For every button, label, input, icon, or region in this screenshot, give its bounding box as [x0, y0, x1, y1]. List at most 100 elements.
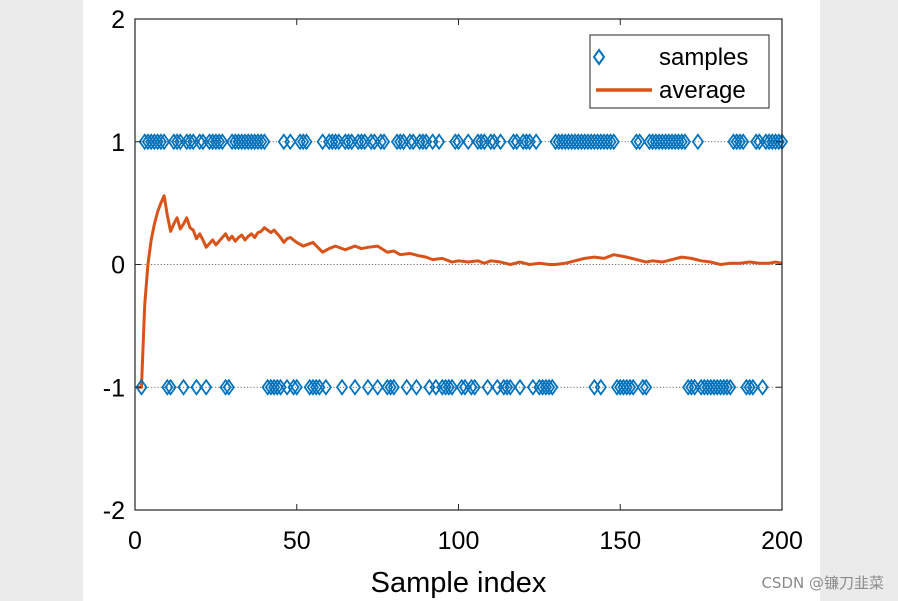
sample-marker: [627, 378, 640, 396]
sample-marker: [507, 133, 520, 151]
y-tick-label: 2: [111, 6, 125, 34]
sample-marker: [500, 378, 514, 396]
sample-marker: [183, 133, 197, 151]
sample-marker: [365, 133, 378, 151]
chart: -2 -1 0 1 2 0 50 100 150 200 Sample index sample…: [103, 6, 803, 599]
figure-panel: -2 -1 0 1 2 0 50 100 150 200 Sample index sample…: [83, 0, 820, 601]
sample-marker: [546, 378, 559, 396]
sample-marker: [484, 133, 497, 151]
sample-marker: [675, 133, 688, 151]
x-tick-labels: 0 50 100 150 200: [128, 527, 803, 555]
x-tick-label: 0: [128, 527, 142, 555]
sample-marker: [170, 133, 184, 151]
y-tick-label: 1: [111, 129, 125, 157]
sample-marker: [724, 378, 737, 396]
sample-marker: [636, 378, 650, 396]
sample-marker: [756, 378, 769, 396]
sample-marker: [594, 378, 607, 396]
sample-marker: [164, 378, 177, 396]
sample-marker: [445, 378, 459, 396]
sample-marker: [513, 378, 527, 396]
sample-marker: [387, 378, 400, 396]
legend: samples average: [589, 34, 770, 109]
sample-marker: [200, 378, 213, 396]
sample-marker: [746, 378, 759, 396]
sample-marker: [442, 378, 455, 396]
sample-marker: [432, 133, 446, 151]
sample-marker: [222, 378, 235, 396]
sample-marker: [678, 133, 692, 151]
sample-marker: [475, 133, 488, 151]
sample-marker: [607, 133, 620, 151]
sample-marker: [400, 378, 413, 396]
sample-marker: [633, 133, 646, 151]
sample-marker: [750, 133, 763, 151]
sample-marker: [720, 378, 734, 396]
sample-marker: [520, 133, 533, 151]
sample-marker: [743, 378, 756, 396]
sample-marker: [135, 378, 148, 396]
sample-marker: [329, 133, 342, 151]
sample-marker: [216, 133, 229, 151]
y-tick-label: -1: [103, 374, 125, 402]
x-tick-label: 50: [283, 527, 311, 555]
sample-marker: [384, 378, 397, 396]
sample-marker: [494, 133, 507, 151]
legend-samples-diamond-icon: [592, 48, 606, 66]
x-tick-label: 150: [599, 527, 641, 555]
sample-marker: [685, 378, 698, 396]
sample-marker: [377, 133, 391, 151]
sample-marker: [449, 133, 462, 151]
sample-marker: [504, 378, 517, 396]
sample-marker: [158, 133, 171, 151]
reference-lines: [135, 141, 782, 388]
sample-marker: [310, 378, 323, 396]
sample-marker: [530, 133, 543, 151]
sample-marker: [410, 378, 423, 396]
sample-marker: [361, 378, 375, 396]
y-tick-labels: -2 -1 0 1 2: [103, 6, 125, 525]
sample-marker: [290, 378, 303, 396]
sample-marker: [604, 133, 617, 151]
sample-marker: [271, 378, 284, 396]
sample-marker: [219, 378, 232, 396]
sample-marker: [190, 378, 203, 396]
samples-series: [135, 133, 789, 396]
sample-marker: [335, 378, 349, 396]
average-line: [138, 194, 783, 389]
sample-marker: [177, 378, 190, 396]
x-tick-label: 100: [438, 527, 480, 555]
sample-marker: [737, 133, 750, 151]
sample-marker: [348, 378, 362, 396]
sample-marker: [297, 133, 310, 151]
sample-marker: [255, 133, 268, 151]
sample-marker: [300, 133, 313, 151]
sample-marker: [455, 378, 468, 396]
sample-marker: [416, 133, 430, 151]
sample-marker: [355, 133, 368, 151]
sample-marker: [287, 378, 300, 396]
x-tick-label: 200: [761, 527, 803, 555]
sample-marker: [452, 133, 465, 151]
sample-marker: [691, 133, 704, 151]
x-axis-title: Sample index: [371, 567, 547, 599]
axis-ticks: [134, 18, 783, 511]
sample-marker: [403, 133, 417, 151]
sample-marker: [342, 133, 355, 151]
sample-marker: [465, 378, 478, 396]
sample-marker: [284, 133, 297, 151]
sample-marker: [481, 378, 494, 396]
sample-marker: [630, 133, 643, 151]
sample-marker: [468, 378, 481, 396]
sample-marker: [733, 133, 747, 151]
sample-marker: [640, 378, 653, 396]
y-tick-label: 0: [111, 252, 125, 280]
y-tick-label: -2: [103, 497, 125, 525]
average-series: [138, 194, 783, 389]
sample-marker: [623, 378, 637, 396]
legend-average-label: average: [659, 77, 746, 104]
sample-marker: [371, 378, 384, 396]
legend-box: [589, 34, 770, 109]
sample-marker: [154, 133, 167, 151]
legend-samples-label: samples: [659, 44, 748, 71]
